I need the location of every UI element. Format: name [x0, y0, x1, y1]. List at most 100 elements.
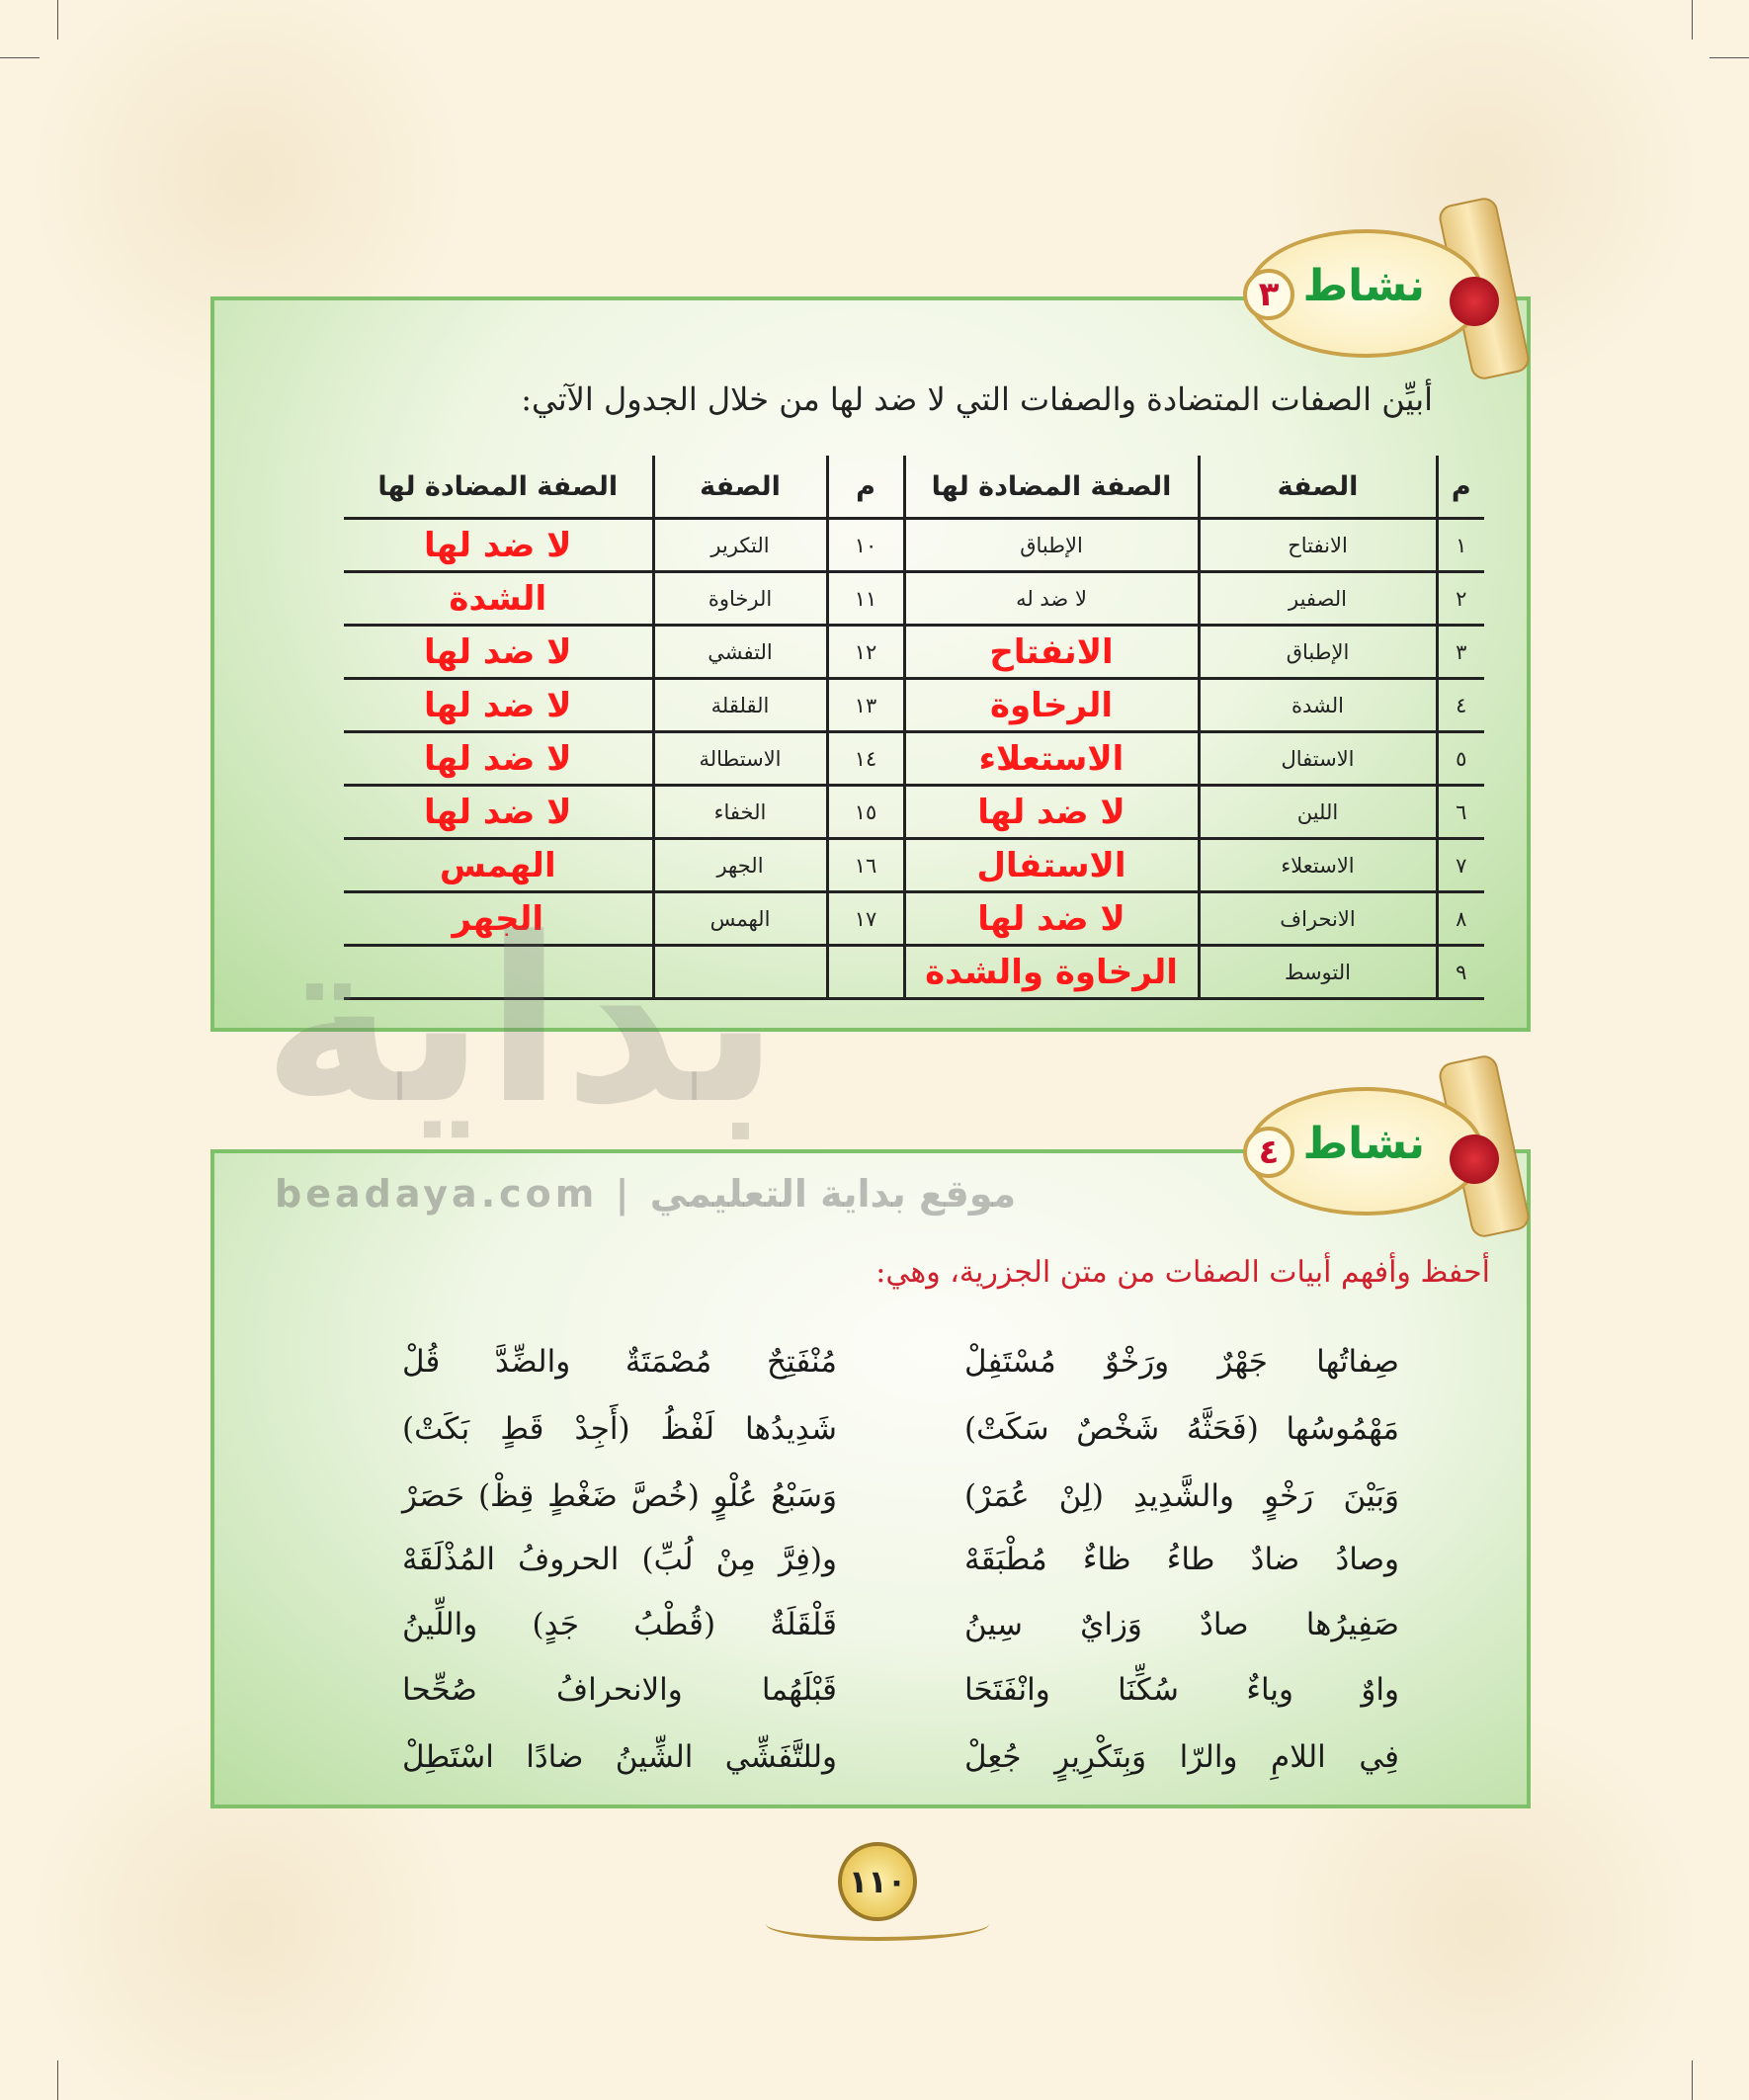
opposite-cell: لا ضد له	[902, 571, 1199, 627]
trait-cell: الهمس	[651, 891, 827, 947]
verse-first-hemistich: صِفاتُها جَهْرٌ ورَخْوٌ مُسْتَفِلْ	[964, 1344, 1399, 1380]
row-number: ٤	[1435, 678, 1484, 733]
crop-mark	[1692, 0, 1693, 40]
row-number: ٦	[1435, 785, 1484, 840]
trait-cell: الخفاء	[651, 785, 827, 840]
opposite-cell: الرخاوة	[902, 678, 1199, 733]
traits-table: م الصفة الصفة المضادة لها م الصفة الصفة …	[344, 456, 1484, 1000]
row-number: ٥	[1435, 731, 1484, 787]
row-number	[825, 945, 904, 1000]
verse-first-hemistich: مَهْمُوسُها (فَحَثَّهُ شَخْصٌ سَكَتْ)	[964, 1411, 1399, 1447]
page-number: ١١٠	[838, 1842, 917, 1921]
row-number: ١٢	[825, 625, 904, 680]
verse-second-hemistich: قَبْلَهُما والانحرافُ صُحِّحا	[402, 1672, 837, 1708]
activity-number: ٣	[1243, 269, 1294, 320]
activity-label: نشاط	[1302, 261, 1425, 311]
crop-mark	[1692, 2060, 1693, 2100]
row-number: ١٧	[825, 891, 904, 947]
row-number: ٨	[1435, 891, 1484, 947]
row-number: ٧	[1435, 838, 1484, 893]
header-opposite: الصفة المضادة لها	[902, 456, 1199, 520]
trait-cell: التوسط	[1197, 945, 1437, 1000]
wax-seal-icon	[1450, 277, 1499, 326]
row-number: ١	[1435, 518, 1484, 573]
trait-cell: الصفير	[1197, 571, 1437, 627]
table-row: ٦ اللين لا ضد لها ١٥ الخفاء لا ضد لها	[344, 785, 1484, 840]
table-row: ٧ الاستعلاء الاستفال ١٦ الجهر الهمس	[344, 838, 1484, 893]
opposite-cell: لا ضد لها	[344, 785, 653, 840]
trait-cell: الاستفال	[1197, 731, 1437, 787]
header-trait: الصفة	[651, 456, 827, 520]
crop-mark	[1709, 57, 1749, 58]
row-number: ٣	[1435, 625, 1484, 680]
verse-second-hemistich: وللتَّفَشِّي الشِّينُ ضادًا اسْتَطِلْ	[402, 1739, 837, 1775]
table-row: ٥ الاستفال الاستعلاء ١٤ الاستطالة لا ضد لها	[344, 731, 1484, 787]
verse-second-hemistich: قَلْقَلَةٌ (قُطْبُ جَدٍ) واللِّينُ	[402, 1607, 837, 1642]
row-number: ١٥	[825, 785, 904, 840]
opposite-cell: الإطباق	[902, 518, 1199, 573]
activity-4-panel	[210, 1149, 1531, 1808]
trait-cell: القلقلة	[651, 678, 827, 733]
opposite-cell: لا ضد لها	[344, 518, 653, 573]
opposite-cell: الرخاوة والشدة	[902, 945, 1199, 1000]
crop-mark	[0, 57, 40, 58]
verse-first-hemistich: واوٌ وياءٌ سُكِّنَا وانْفَتَحَا	[964, 1672, 1399, 1708]
trait-cell: الجهر	[651, 838, 827, 893]
verse-second-hemistich: و(فِرَّ مِنْ لُبِّ) الحروفُ المُذْلَقَهْ	[402, 1542, 837, 1577]
activity-3-badge: نشاط ٣	[1243, 195, 1533, 382]
trait-cell	[651, 945, 827, 1000]
trait-cell: الإطباق	[1197, 625, 1437, 680]
activity-4-badge: نشاط ٤	[1243, 1052, 1533, 1240]
table-row: ٤ الشدة الرخاوة ١٣ القلقلة لا ضد لها	[344, 678, 1484, 733]
header-num: م	[1435, 456, 1484, 520]
opposite-cell: لا ضد لها	[344, 625, 653, 680]
trait-cell: اللين	[1197, 785, 1437, 840]
row-number: ١٣	[825, 678, 904, 733]
activity-number: ٤	[1243, 1127, 1294, 1178]
table-row: ٩ التوسط الرخاوة والشدة	[344, 945, 1484, 1000]
wax-seal-icon	[1450, 1134, 1499, 1184]
activity-label: نشاط	[1302, 1119, 1425, 1169]
table-row: ٣ الإطباق الانفتاح ١٢ التفشي لا ضد لها	[344, 625, 1484, 680]
verse-first-hemistich: صَفِيرُها صادٌ وَزايٌ سِينُ	[964, 1607, 1399, 1642]
verse-second-hemistich: وَسَبْعُ عُلْوٍ (خُصَّ ضَغْطٍ قِظْ) حَصَ…	[402, 1478, 837, 1514]
row-number: ١٤	[825, 731, 904, 787]
row-number: ٩	[1435, 945, 1484, 1000]
row-number: ١٦	[825, 838, 904, 893]
table-row: ١ الانفتاح الإطباق ١٠ التكرير لا ضد لها	[344, 518, 1484, 573]
header-num: م	[825, 456, 904, 520]
verse-first-hemistich: وَبَيْنَ رَخْوٍ والشَّدِيدِ (لِنْ عُمَرْ…	[964, 1478, 1399, 1514]
trait-cell: التفشي	[651, 625, 827, 680]
trait-cell: الاستطالة	[651, 731, 827, 787]
trait-cell: الانحراف	[1197, 891, 1437, 947]
opposite-cell: لا ضد لها	[902, 785, 1199, 840]
trait-cell: الرخاوة	[651, 571, 827, 627]
crop-mark	[57, 0, 58, 40]
row-number: ١٠	[825, 518, 904, 573]
verse-second-hemistich: شَدِيدُها لَفْظُ (أَجِدْ قَطٍ بَكَتْ)	[402, 1411, 837, 1447]
opposite-cell: الانفتاح	[902, 625, 1199, 680]
trait-cell: الانفتاح	[1197, 518, 1437, 573]
trait-cell: التكرير	[651, 518, 827, 573]
verse-first-hemistich: فِي اللامِ والرّا وَبِتَكْرِيرٍ جُعِلْ	[964, 1739, 1399, 1775]
header-opposite: الصفة المضادة لها	[344, 456, 653, 520]
table-row: ٨ الانحراف لا ضد لها ١٧ الهمس الجهر	[344, 891, 1484, 947]
opposite-cell: لا ضد لها	[344, 731, 653, 787]
row-number: ١١	[825, 571, 904, 627]
crop-mark	[57, 2060, 58, 2100]
opposite-cell: الهمس	[344, 838, 653, 893]
verse-first-hemistich: وصادُ ضادٌ طاءُ ظاءٌ مُطْبَقَهْ	[964, 1542, 1399, 1577]
trait-cell: الشدة	[1197, 678, 1437, 733]
trait-cell: الاستعلاء	[1197, 838, 1437, 893]
opposite-cell: الاستفال	[902, 838, 1199, 893]
opposite-cell: الجهر	[344, 891, 653, 947]
opposite-cell: لا ضد لها	[902, 891, 1199, 947]
verse-second-hemistich: مُنْفَتِحٌ مُصْمَتَةٌ والضِّدَّ قُلْ	[402, 1344, 837, 1380]
opposite-cell: لا ضد لها	[344, 678, 653, 733]
activity-3-instruction: أبيِّن الصفات المتضادة والصفات التي لا ض…	[521, 380, 1433, 418]
page-ornament	[766, 1907, 989, 1941]
header-trait: الصفة	[1197, 456, 1437, 520]
opposite-cell	[344, 945, 653, 1000]
opposite-cell: الاستعلاء	[902, 731, 1199, 787]
opposite-cell: الشدة	[344, 571, 653, 627]
